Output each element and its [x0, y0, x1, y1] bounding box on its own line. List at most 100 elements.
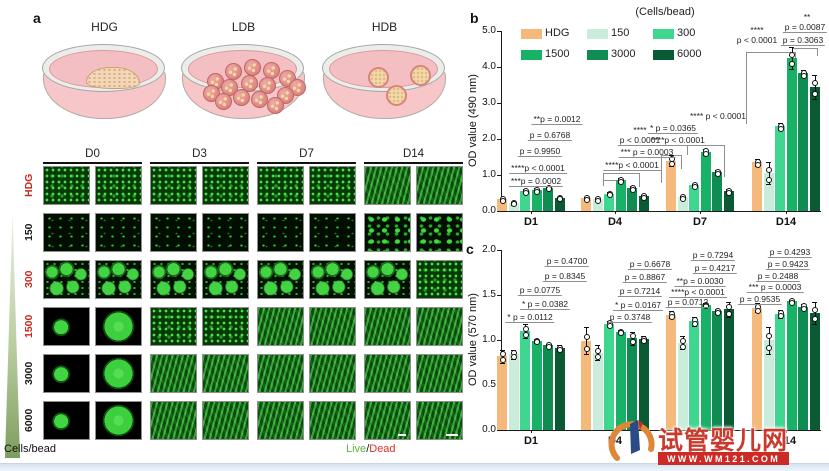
bead [233, 89, 250, 106]
bracket-leg [817, 48, 818, 56]
day-overline [150, 162, 249, 164]
x-tick-mark [786, 430, 787, 433]
cells-per-bead-label: Cells/bead [4, 443, 56, 455]
bar-300-D1 [520, 331, 531, 430]
data-point [545, 186, 552, 193]
x-tick-mark [700, 430, 701, 433]
bracket-line [746, 52, 795, 53]
bead [368, 67, 389, 88]
y-tick-label: 0.0 [482, 424, 496, 435]
bracket-line [687, 145, 724, 146]
bracket-leg [724, 145, 725, 177]
micrograph-cell [150, 354, 197, 393]
y-tick-label: 1.5 [482, 289, 496, 300]
petri-dish-HDB [322, 44, 447, 126]
x-tick-label-D7: D7 [692, 435, 708, 447]
data-point [766, 166, 773, 173]
data-point [618, 330, 625, 337]
data-point [557, 347, 564, 354]
bar-1500-D4 [615, 331, 626, 430]
data-point [522, 325, 529, 332]
bracket-leg [681, 155, 682, 169]
bead [225, 63, 242, 80]
bar-6000-D1 [554, 198, 565, 211]
micrograph-cell [257, 166, 304, 205]
bar-300-D14 [775, 126, 786, 211]
error-cap [595, 359, 601, 361]
x-tick-mark [786, 211, 787, 214]
bar-3000-D7 [712, 172, 723, 211]
micrograph-cell [95, 307, 142, 346]
error-cap [595, 345, 601, 347]
x-tick-mark [700, 211, 701, 214]
watermark: 试管婴儿网 WWW.WM121.COM [603, 412, 829, 471]
bracket-line [603, 173, 639, 174]
p-value-annotation: p = 0.0712 [665, 297, 711, 308]
p-value-annotation: p = 0.7214 [617, 286, 663, 297]
micrograph-cell [95, 260, 142, 299]
data-point [800, 305, 807, 312]
p-value-annotation: p < 0.0001 [617, 135, 663, 146]
data-point [629, 187, 636, 193]
micrograph-cell [257, 213, 304, 252]
data-point [691, 321, 698, 328]
bracket-leg [746, 52, 747, 124]
micrograph-cell [150, 307, 197, 346]
bracket-leg [687, 145, 688, 155]
panel-b-letter: b [470, 10, 479, 26]
bar-6000-D4 [638, 339, 649, 430]
row-label-300: 300 [23, 270, 35, 289]
data-point [522, 332, 529, 339]
data-point [726, 189, 733, 196]
bar-HDG-D7 [666, 314, 677, 430]
day-overline [43, 162, 142, 164]
legend-label-150: 150 [611, 27, 630, 39]
micrograph-cell [257, 307, 304, 346]
y-tick-mark [497, 103, 501, 104]
x-axis-line [501, 211, 821, 212]
p-value-annotation: p = 0.8345 [542, 271, 588, 282]
micrograph-cell [43, 260, 90, 299]
micrograph-cell [43, 307, 90, 346]
bar-HDG-D4 [581, 198, 592, 211]
day-label-D0: D0 [85, 148, 100, 160]
bar-3000-D1 [543, 187, 554, 211]
day-overline [257, 162, 356, 164]
bar-HDG-D7 [666, 160, 677, 211]
y-tick-label: 0.5 [482, 379, 496, 390]
data-point [777, 313, 784, 320]
dish-media [188, 50, 306, 114]
bar-150-D1 [508, 354, 519, 430]
p-value-annotation: ****p < 0.0001 [669, 287, 727, 298]
data-point [789, 61, 796, 68]
p-value-annotation: p = 0.0087 [782, 22, 828, 33]
y-tick-mark [497, 430, 501, 431]
bar-3000-D4 [627, 188, 638, 211]
bottom-border-strip [0, 463, 829, 471]
bar-150-D14 [763, 173, 774, 211]
bracket-leg [603, 180, 604, 186]
error-cap [726, 302, 732, 304]
data-point [789, 51, 796, 58]
p-value-annotation: p = 0.7294 [690, 250, 736, 261]
x-tick-label-D14: D14 [775, 435, 797, 447]
bar-150-D4 [592, 199, 603, 211]
data-point [703, 151, 710, 158]
y-tick-mark [497, 31, 501, 32]
error-cap [812, 98, 818, 100]
p-value-annotation: **** p < 0.0001 [689, 111, 747, 121]
y-tick-mark [497, 250, 501, 251]
bar-1500-D7 [700, 304, 711, 430]
y-tick-mark [497, 211, 501, 212]
micrograph-cell [95, 166, 142, 205]
chart-od-570: c OD value (570 nm) 0.0 0.5 1.0 1.5 2.0 D1 D4 D7… [465, 237, 829, 471]
data-point [703, 303, 710, 310]
bar-300-D1 [520, 191, 531, 211]
dish-label-HDG: HDG [91, 20, 118, 34]
petri-dish-LDB [181, 44, 306, 126]
bar-6000-D14 [809, 313, 820, 430]
x-tick-label-D1: D1 [523, 435, 539, 447]
p-value-annotation: p = 0.9535 [737, 294, 783, 305]
bar-1500-D14 [786, 301, 797, 430]
data-point [534, 188, 541, 195]
